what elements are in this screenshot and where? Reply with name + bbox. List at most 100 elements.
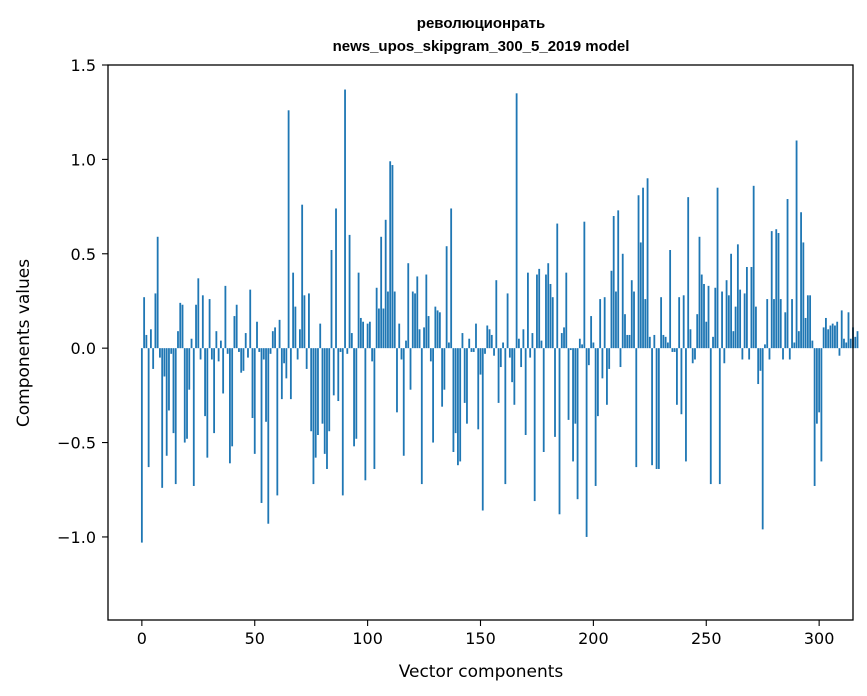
y-tick-label: −1.0 bbox=[57, 528, 96, 547]
bar bbox=[447, 342, 450, 349]
bar bbox=[149, 329, 152, 349]
bar bbox=[524, 348, 527, 435]
bar bbox=[174, 348, 177, 485]
bar bbox=[779, 299, 782, 349]
bar bbox=[834, 325, 836, 349]
x-tick-label: 200 bbox=[578, 629, 609, 648]
x-tick-label: 50 bbox=[245, 629, 265, 648]
bar bbox=[533, 348, 536, 502]
bar bbox=[163, 348, 166, 377]
y-tick-label: 0.5 bbox=[71, 245, 96, 264]
bar bbox=[432, 348, 434, 443]
bar bbox=[831, 323, 834, 349]
bar bbox=[682, 295, 685, 349]
bar bbox=[353, 348, 355, 447]
bar bbox=[308, 293, 310, 349]
bar bbox=[809, 295, 812, 349]
bar bbox=[143, 297, 146, 349]
bar bbox=[777, 233, 780, 349]
bar bbox=[323, 348, 326, 454]
bar bbox=[330, 250, 333, 349]
bar bbox=[147, 348, 150, 468]
bar bbox=[321, 348, 324, 424]
bar bbox=[845, 342, 848, 349]
bar bbox=[752, 185, 755, 349]
bar bbox=[303, 295, 306, 349]
bar bbox=[215, 331, 218, 349]
bar bbox=[305, 348, 308, 369]
chart-title-line-1: революционрать bbox=[417, 15, 545, 32]
bar bbox=[529, 348, 532, 358]
bar bbox=[621, 253, 624, 349]
bar bbox=[725, 280, 728, 349]
bar bbox=[219, 340, 222, 349]
bar bbox=[301, 204, 304, 349]
bar bbox=[669, 250, 672, 349]
bar bbox=[161, 348, 164, 488]
bar bbox=[348, 234, 351, 349]
bar bbox=[806, 295, 809, 349]
bar bbox=[644, 299, 647, 349]
bar bbox=[592, 342, 595, 349]
bar bbox=[502, 342, 504, 349]
bar bbox=[797, 331, 800, 349]
bar bbox=[262, 348, 265, 360]
bar bbox=[791, 299, 793, 349]
bar bbox=[764, 344, 766, 349]
bar bbox=[402, 348, 405, 456]
bar bbox=[827, 329, 830, 349]
bar bbox=[838, 348, 841, 356]
bar bbox=[156, 236, 159, 349]
bar bbox=[294, 306, 297, 349]
bar bbox=[766, 299, 769, 349]
bar bbox=[292, 272, 295, 349]
bar bbox=[676, 348, 678, 405]
bar bbox=[630, 280, 633, 349]
bar bbox=[508, 348, 511, 358]
bar bbox=[459, 348, 462, 462]
bar bbox=[520, 348, 523, 368]
bar bbox=[601, 348, 604, 379]
bar bbox=[578, 338, 581, 349]
bar bbox=[517, 338, 520, 349]
bar bbox=[511, 348, 514, 383]
bar bbox=[341, 348, 344, 496]
bar bbox=[727, 295, 730, 349]
bar bbox=[696, 314, 699, 349]
bar bbox=[689, 329, 692, 349]
bar bbox=[359, 317, 362, 349]
bar bbox=[714, 287, 717, 349]
bar bbox=[177, 331, 179, 349]
bar bbox=[739, 289, 742, 349]
bar bbox=[362, 321, 365, 349]
bar bbox=[540, 340, 543, 349]
bar bbox=[662, 334, 665, 349]
bar bbox=[784, 312, 787, 349]
bar bbox=[296, 348, 299, 360]
bar bbox=[581, 344, 583, 349]
bar bbox=[757, 348, 760, 385]
bar bbox=[506, 293, 509, 349]
bar bbox=[314, 348, 317, 458]
bar bbox=[633, 291, 635, 349]
bar bbox=[201, 295, 204, 349]
bar bbox=[253, 348, 256, 454]
bars-group bbox=[140, 89, 859, 543]
bar bbox=[271, 331, 274, 349]
bar bbox=[820, 348, 823, 462]
bar bbox=[407, 263, 410, 349]
bar bbox=[441, 348, 444, 407]
bar bbox=[233, 316, 236, 349]
bar bbox=[745, 266, 748, 349]
bar bbox=[628, 334, 631, 349]
bar bbox=[703, 283, 705, 349]
bar bbox=[242, 348, 245, 371]
bar bbox=[499, 348, 502, 368]
bar bbox=[678, 297, 681, 349]
bar bbox=[558, 348, 561, 515]
bar bbox=[244, 333, 247, 349]
bar bbox=[825, 317, 827, 349]
x-tick-label: 150 bbox=[465, 629, 496, 648]
bar bbox=[298, 329, 301, 349]
